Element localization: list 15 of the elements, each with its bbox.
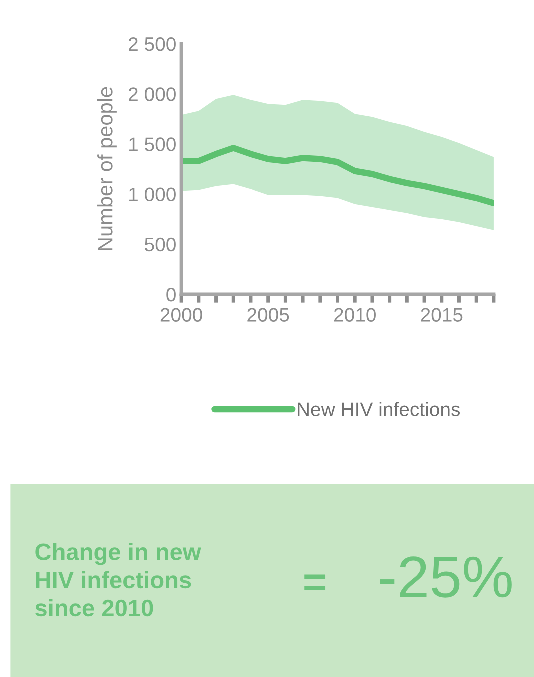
y-tick-label: 500 (145, 238, 176, 252)
text: Change in new HIV infections since 2010 (36, 543, 202, 617)
y-tick-label: 1 000 (130, 188, 176, 202)
y-tick-label: 1 500 (130, 138, 176, 152)
x-tick-label: 2010 (334, 308, 376, 322)
legend-label: New HIV infections (298, 402, 460, 416)
y-axis-title: Number of people (98, 87, 117, 250)
y-tick-label: 0 (166, 288, 176, 302)
x-tick-label: 2000 (160, 308, 202, 322)
y-tick-label: 2 500 (129, 37, 176, 52)
x-tick-label: 2005 (248, 308, 290, 322)
x-tick-label: 2015 (421, 308, 463, 322)
text: -25% (380, 556, 512, 598)
y-tick-label: 2 000 (129, 88, 176, 102)
text: = (304, 574, 326, 590)
